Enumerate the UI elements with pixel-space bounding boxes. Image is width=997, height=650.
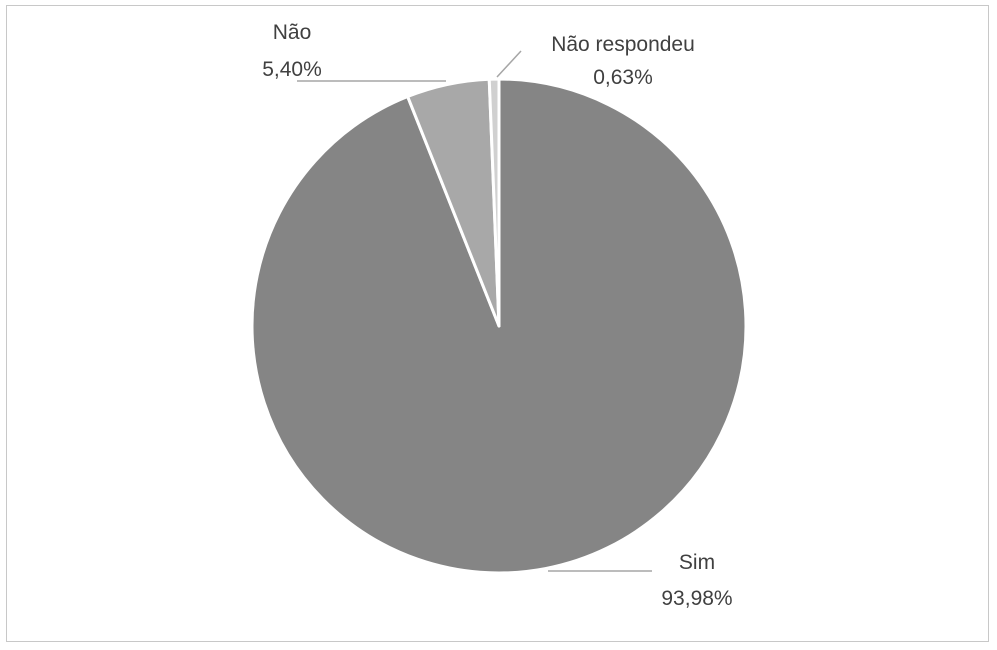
data-label-category: Não — [273, 21, 312, 44]
data-label-value: 0,63% — [593, 66, 653, 89]
data-label-value: 93,98% — [661, 587, 732, 610]
pie-slices — [250, 77, 748, 575]
data-label-value: 5,40% — [262, 58, 322, 81]
pie-slice-n-o-respondeu — [487, 77, 501, 328]
data-labels: Sim 93,98% Não 5,40% Não respondeu 0,63% — [262, 21, 732, 610]
data-label-category: Não respondeu — [551, 33, 695, 56]
leader-line — [496, 50, 522, 78]
data-label-category: Sim — [679, 551, 715, 574]
leader-lines — [297, 50, 652, 572]
